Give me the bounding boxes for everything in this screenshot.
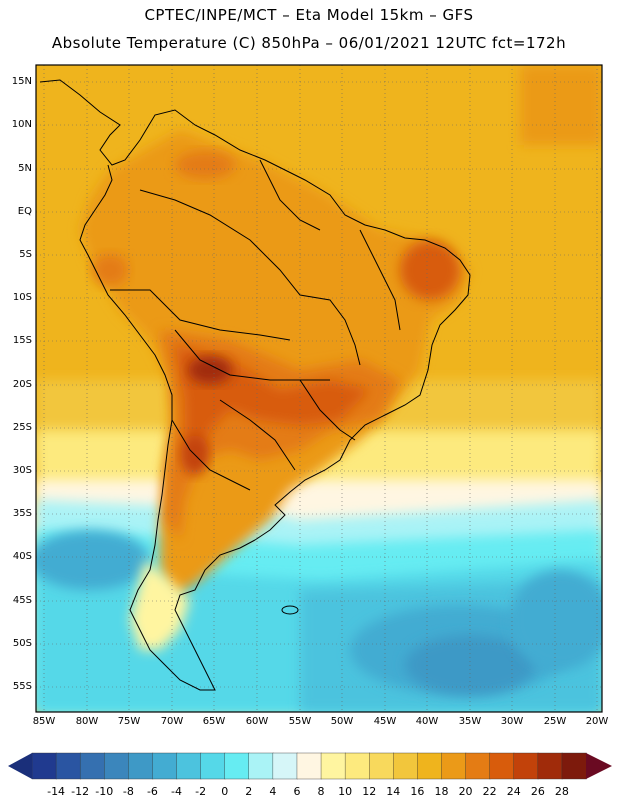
colorbar-swatch-14 [369, 752, 395, 780]
colorbar-swatch-18 [465, 752, 491, 780]
lat-label-5s: 5S [19, 249, 32, 260]
lat-label-25s: 25S [12, 422, 32, 433]
colorbar-tick-6: -2 [195, 785, 206, 798]
lon-label-40w: 40W [415, 716, 439, 727]
lat-label-30s: 30S [12, 465, 32, 476]
colorbar-tick-4: -6 [147, 785, 158, 798]
colorbar-swatch-5 [152, 752, 178, 780]
colorbar-swatch-1 [55, 752, 81, 780]
colorbar-tick-15: 16 [410, 785, 424, 798]
colorbar-tick-12: 10 [338, 785, 352, 798]
colorbar-swatch-6 [176, 752, 202, 780]
chart-title-line2: Absolute Temperature (C) 850hPa – 06/01/… [51, 34, 567, 52]
colorbar-swatch-20 [513, 752, 539, 780]
lat-label-eq: EQ [17, 206, 32, 217]
colorbar-tick-13: 12 [362, 785, 376, 798]
lat-label-10n: 10N [11, 119, 32, 130]
lon-label-70w: 70W [160, 716, 184, 727]
colorbar-tick-1: -12 [71, 785, 89, 798]
lon-label-60w: 60W [245, 716, 269, 727]
colorbar-arrow-left [8, 753, 32, 779]
lon-label-65w: 65W [202, 716, 226, 727]
coastlines [39, 79, 471, 691]
colorbar-swatch-3 [104, 752, 130, 780]
chart-title-line1: CPTEC/INPE/MCT – Eta Model 15km – GFS [144, 6, 474, 24]
colorbar-tick-labels: -14 -12 -10 -8 -6 -4 -2 0 2 4 6 8 10 12 14 16 18 20 22 24 26… [47, 785, 569, 798]
lon-label-75w: 75W [117, 716, 141, 727]
colorbar-swatch-17 [441, 752, 467, 780]
colorbar-tick-9: 4 [269, 785, 276, 798]
colorbar-tick-3: -8 [123, 785, 134, 798]
colorbar-swatch-16 [417, 752, 443, 780]
colorbar-tick-21: 28 [555, 785, 569, 798]
colorbar-arrow-right [586, 753, 612, 779]
lat-label-10s: 10S [12, 292, 32, 303]
colorbar-swatch-9 [248, 752, 274, 780]
colorbar-tick-2: -10 [95, 785, 113, 798]
colorbar-swatch-22 [561, 752, 587, 780]
colorbar-tick-7: 0 [221, 785, 228, 798]
lon-label-45w: 45W [373, 716, 397, 727]
lat-label-20s: 20S [12, 379, 32, 390]
lon-label-30w: 30W [500, 716, 524, 727]
lon-label-50w: 50W [330, 716, 354, 727]
lat-label-5n: 5N [18, 163, 32, 174]
colorbar-swatch-12 [320, 752, 346, 780]
colorbar-tick-10: 6 [293, 785, 300, 798]
temperature-field [36, 65, 602, 712]
lon-label-20w: 20W [585, 716, 609, 727]
colorbar-swatch-2 [79, 752, 105, 780]
lat-label-15n: 15N [11, 76, 32, 87]
lat-label-40s: 40S [12, 551, 32, 562]
colorbar-tick-0: -14 [47, 785, 65, 798]
colorbar-swatch-13 [344, 752, 370, 780]
colorbar-tick-20: 26 [531, 785, 545, 798]
lon-label-35w: 35W [458, 716, 482, 727]
colorbar-swatch-7 [200, 752, 226, 780]
colorbar-swatch-11 [296, 752, 322, 780]
lon-label-80w: 80W [75, 716, 99, 727]
colorbar-swatch-0 [31, 752, 57, 780]
colorbar-swatch-15 [393, 752, 419, 780]
colorbar-tick-14: 14 [386, 785, 400, 798]
lon-label-25w: 25W [543, 716, 567, 727]
colorbar-tick-18: 22 [483, 785, 497, 798]
lat-label-50s: 50S [12, 638, 32, 649]
colorbar-swatch-10 [272, 752, 298, 780]
colorbar-tick-11: 8 [318, 785, 325, 798]
colorbar-tick-5: -4 [171, 785, 182, 798]
colorbar-tick-17: 20 [459, 785, 473, 798]
colorbar-tick-19: 24 [507, 785, 521, 798]
colorbar-swatch-19 [489, 752, 515, 780]
colorbar-swatch-21 [537, 752, 563, 780]
lon-label-85w: 85W [32, 716, 56, 727]
colorbar-tick-8: 2 [245, 785, 252, 798]
map-frame [35, 64, 603, 713]
lat-label-15s: 15S [12, 335, 32, 346]
colorbar-swatches [31, 752, 587, 780]
colorbar-tick-16: 18 [434, 785, 448, 798]
lon-label-55w: 55W [288, 716, 312, 727]
colorbar-swatch-4 [128, 752, 154, 780]
lat-label-35s: 35S [12, 508, 32, 519]
lat-label-55s: 55S [12, 681, 32, 692]
lat-label-45s: 45S [12, 595, 32, 606]
colorbar-swatch-8 [224, 752, 250, 780]
